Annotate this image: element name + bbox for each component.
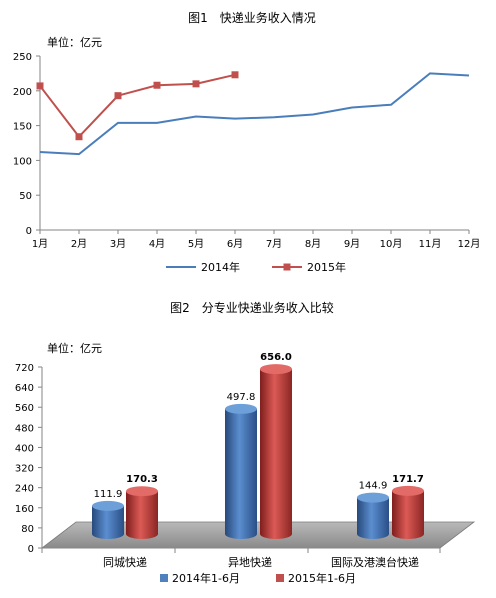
chart1-x-tick-label: 10月	[380, 238, 403, 250]
chart1-x-tick-label: 7月	[266, 238, 282, 250]
chart1-point-marker	[231, 71, 239, 79]
chart2-y-tick-label: 640	[15, 383, 34, 394]
chart1-point-marker	[114, 92, 122, 100]
chart2-bar-cylinder	[357, 497, 389, 539]
chart1-unit-label: 单位：亿元	[47, 35, 102, 49]
chart2-category-label: 国际及港澳台快递	[331, 555, 419, 569]
chart1-series	[36, 71, 470, 156]
chart1-x-tick-label: 4月	[149, 238, 165, 250]
chart2-bar-cylinder	[92, 505, 124, 539]
chart1-point-marker	[75, 133, 83, 141]
chart2-y-tick-label: 400	[15, 443, 34, 454]
chart2-legend-label: 2014年1-6月	[172, 571, 240, 585]
chart2-y-tick-label: 0	[28, 544, 34, 555]
chart1-title: 图1 快递业务收入情况	[188, 10, 316, 25]
chart1-y-tick-label: 100	[13, 156, 32, 167]
chart1-y-tick-label: 200	[13, 87, 32, 98]
chart2-bar-cap	[260, 364, 292, 375]
chart1-y-tick-label: 0	[26, 226, 32, 237]
chart2-y-tick-label: 160	[15, 504, 34, 515]
chart2-bar-cap	[392, 485, 424, 496]
chart1-point-marker	[153, 81, 161, 89]
chart2-y-tick-label: 560	[15, 403, 34, 414]
chart2-data-label: 497.8	[227, 392, 256, 403]
chart1-legend-label: 2015年	[307, 260, 346, 274]
chart2-data-label: 111.9	[94, 489, 123, 500]
chart1-x-tick-label: 5月	[188, 238, 204, 250]
chart2-bar-cap	[92, 500, 124, 511]
chart1-x-tick-label: 9月	[344, 238, 360, 250]
chart1-x-tick-label: 8月	[305, 238, 321, 250]
chart2-bars: 111.9 497.8 144.9 170.3 656.0 171.7	[92, 352, 424, 539]
chart2-legend: 2014年1-6月 2015年1-6月	[160, 571, 356, 585]
chart2-category-label: 异地快递	[228, 555, 272, 569]
chart2-bar-cylinder	[225, 408, 257, 539]
chart1-x-tick-label: 3月	[110, 238, 126, 250]
chart2-y-tick-label: 320	[15, 464, 34, 475]
chart1-point-marker	[192, 80, 200, 88]
chart2-legend-swatch	[160, 574, 168, 582]
chart2-bar-cap	[126, 486, 158, 497]
chart1-x-tick-label: 6月	[227, 238, 243, 250]
line-chart-express-revenue: 图1 快递业务收入情况 单位：亿元 0 50 100 150 200 250 1月 2月 3月 4…	[13, 10, 480, 274]
chart1-series-line-1	[39, 73, 236, 139]
chart1-y-tick-label: 250	[13, 52, 32, 63]
chart2-y-tick-label: 720	[15, 363, 34, 374]
chart2-bar-cap	[357, 492, 389, 503]
chart2-y-tick-label: 80	[21, 524, 34, 535]
chart2-bar-cap	[225, 403, 257, 414]
chart1-point-marker	[36, 82, 44, 90]
chart1-x-tick-label: 1月	[32, 238, 48, 250]
chart2-data-label: 171.7	[392, 474, 424, 485]
chart2-y-tick-label: 240	[15, 484, 34, 495]
chart1-legend: 2014年 2015年	[166, 260, 346, 274]
chart1-x-tick-label: 11月	[419, 238, 442, 250]
chart1-axes: 0 50 100 150 200 250 1月 2月 3月 4月 5月 6月 7月 8月 9月 10月 11月 1…	[13, 52, 480, 250]
chart1-y-tick-label: 150	[13, 122, 32, 133]
chart1-x-tick-label: 12月	[458, 238, 481, 250]
chart1-x-tick-label: 2月	[71, 238, 87, 250]
chart2-title: 图2 分专业快递业务收入比较	[170, 300, 334, 315]
chart1-legend-label: 2014年	[201, 260, 240, 274]
chart2-y-tick-label: 480	[15, 423, 34, 434]
chart1-y-tick-label: 50	[19, 191, 32, 202]
chart2-legend-swatch	[276, 574, 284, 582]
chart2-bar-cylinder	[392, 490, 424, 539]
chart2-bar-cylinder	[126, 491, 158, 539]
chart2-data-label: 144.9	[359, 481, 388, 492]
chart1-legend-marker	[283, 263, 291, 271]
chart2-data-label: 170.3	[126, 474, 158, 485]
chart2-unit-label: 单位：亿元	[47, 341, 102, 355]
chart2-bar-cylinder	[260, 369, 292, 539]
bar-chart-segment-revenue: 图2 分专业快递业务收入比较 单位：亿元 0 80 160 240 320 400 480 5…	[15, 300, 476, 585]
chart2-legend-label: 2015年1-6月	[288, 571, 356, 585]
chart2-category-label: 同城快递	[103, 555, 147, 569]
chart2-data-label: 656.0	[260, 352, 292, 363]
chart1-series-line-0	[39, 72, 470, 156]
